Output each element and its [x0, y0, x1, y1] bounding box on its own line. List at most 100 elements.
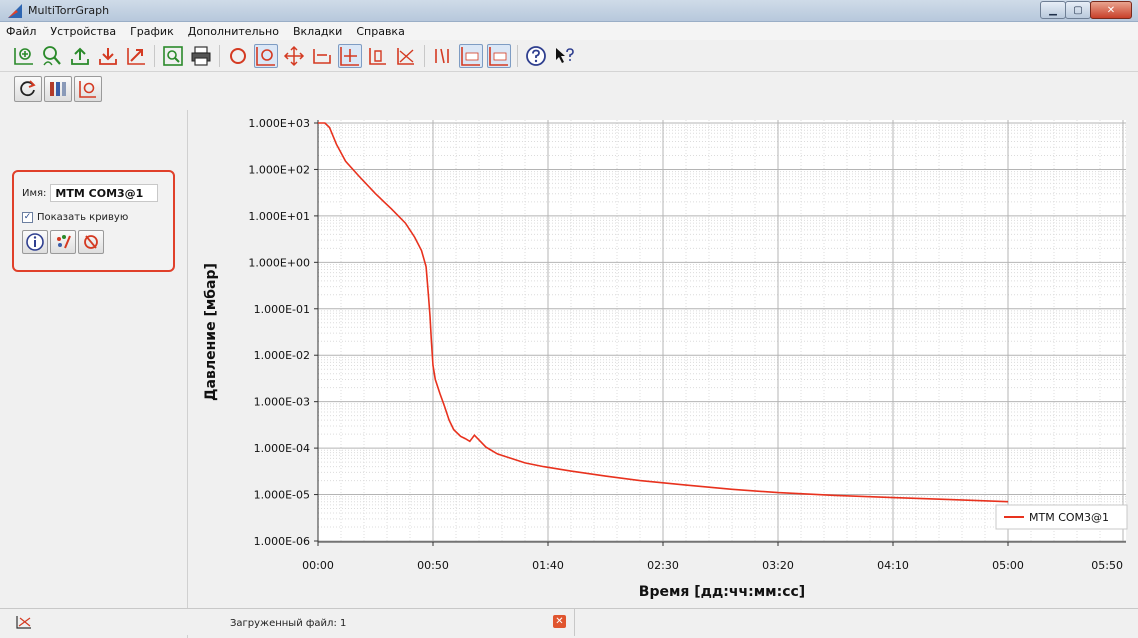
y-tick-label: 1.000E+00: [248, 256, 310, 269]
rel-icon: [461, 46, 480, 66]
curve-actions: [22, 230, 106, 254]
curve-properties-panel: Имя: MTM COM3@1 ✓ Показать кривую: [12, 170, 175, 272]
chart-tab-icon[interactable]: [16, 615, 32, 629]
app-logo-icon: [8, 4, 22, 18]
curve-name-label: Имя:: [22, 187, 47, 199]
plot-background: [318, 120, 1126, 542]
whats-this-icon: [556, 47, 574, 63]
whats-this-button[interactable]: [552, 44, 576, 68]
help-icon: [526, 45, 546, 66]
rel-button[interactable]: [459, 43, 483, 68]
help-button[interactable]: [524, 44, 548, 68]
color-table-icon: [50, 82, 66, 96]
y-tick-label: 1.000E+01: [248, 210, 310, 223]
show-curve-checkbox[interactable]: ✓: [22, 212, 33, 223]
curve-info-button[interactable]: [22, 230, 48, 254]
curve-zoom-button[interactable]: [74, 76, 102, 102]
zoom-box-button[interactable]: [254, 43, 278, 68]
zoom-page-button[interactable]: [161, 44, 185, 68]
pressure-chart[interactable]: 1.000E+03 1.000E+02 1.000E+01 1.000E+00 1.00…: [0, 0, 1138, 608]
close-file-button[interactable]: ✕: [553, 615, 566, 628]
title-bar: MultiTorrGraph ▁ ▢ ✕: [0, 0, 1138, 22]
y-tick-label: 1.000E-03: [254, 396, 310, 409]
chart-area: 1.000E+03 1.000E+02 1.000E+01 1.000E+00 1.00…: [190, 72, 1138, 608]
delta-icon: [435, 48, 449, 63]
fit-xy-icon: [340, 46, 359, 66]
color-table-button[interactable]: [44, 76, 72, 102]
zoom-box-icon: [79, 81, 96, 98]
loaded-file-status: Загруженный файл: 1: [230, 618, 347, 629]
toolbar-separator: [517, 44, 518, 67]
menu-help[interactable]: Справка: [356, 24, 405, 38]
fit-xy-button[interactable]: [338, 43, 362, 68]
toolbar-separator: [154, 44, 155, 67]
series-line: [318, 122, 1009, 503]
menu-extra[interactable]: Дополнительно: [187, 24, 279, 38]
y-tick-label: 1.000E-06: [254, 535, 310, 548]
export-button[interactable]: [124, 44, 148, 68]
y-tick-label: 1.000E-04: [254, 442, 310, 455]
show-curve-row: ✓ Показать кривую: [22, 212, 128, 223]
curve-search-icon: [43, 45, 61, 65]
x-tick-label: 04:10: [877, 559, 909, 572]
curve-name-row: Имя: MTM COM3@1: [22, 184, 159, 202]
pan-icon: [283, 45, 305, 66]
log-button[interactable]: [487, 43, 511, 68]
y-tick-label: 1.000E+03: [248, 117, 310, 130]
y-tick-label: 1.000E-02: [254, 349, 310, 362]
zoom-box-icon: [256, 46, 275, 66]
window-title: MultiTorrGraph: [28, 4, 110, 17]
x-tick-label: 02:30: [647, 559, 679, 572]
menu-tabs[interactable]: Вкладки: [292, 24, 343, 38]
close-button[interactable]: ✕: [1090, 1, 1132, 19]
export-icon: [127, 47, 145, 65]
info-icon: [26, 233, 44, 251]
x-tick-label: 00:50: [417, 559, 449, 572]
cursor-icon: [369, 47, 386, 65]
refresh-icon: [20, 80, 36, 97]
status-bar: Загруженный файл: 1 ✕: [0, 608, 1138, 636]
log-icon: [489, 46, 508, 66]
delta-button[interactable]: [431, 44, 455, 68]
color-icon: [57, 235, 71, 249]
menu-graph[interactable]: График: [130, 24, 174, 38]
curve-search-button[interactable]: [40, 44, 64, 68]
curve-color-button[interactable]: [50, 230, 76, 254]
minimize-button[interactable]: ▁: [1040, 1, 1066, 19]
fit-x-icon: [313, 48, 331, 64]
download-icon: [99, 47, 117, 65]
curve-delete-button[interactable]: [78, 230, 104, 254]
maximize-button[interactable]: ▢: [1065, 1, 1091, 19]
x-tick-label: 01:40: [532, 559, 564, 572]
x-axis-label: Время [дд:чч:мм:сс]: [639, 584, 805, 600]
upload-button[interactable]: [68, 44, 92, 68]
menu-devices[interactable]: Устройства: [50, 24, 117, 38]
window-controls: ▁ ▢ ✕: [1040, 1, 1132, 20]
add-curve-icon: [14, 47, 33, 65]
toolbar-separator: [219, 44, 220, 67]
fit-x-button[interactable]: [310, 44, 334, 68]
zoom-page-icon: [163, 45, 183, 66]
y-axis-label: Давление [мбар]: [203, 263, 219, 401]
zoom-icon: [230, 47, 246, 64]
zoom-button[interactable]: [226, 44, 250, 68]
y-tick-label: 1.000E+02: [248, 163, 310, 176]
print-button[interactable]: [189, 44, 213, 68]
status-divider: [574, 609, 575, 636]
pan-button[interactable]: [282, 44, 306, 68]
upload-icon: [71, 47, 89, 65]
menu-file[interactable]: Файл: [6, 24, 37, 38]
add-curve-button[interactable]: [12, 44, 36, 68]
delete-curve-icon: [84, 235, 98, 249]
measure-button[interactable]: [394, 44, 418, 68]
cursor-button[interactable]: [366, 44, 390, 68]
curve-name-field[interactable]: MTM COM3@1: [50, 184, 159, 202]
toolbar: [0, 40, 1138, 72]
curve-list-panel: Имя: MTM COM3@1 ✓ Показать кривую: [0, 72, 188, 638]
download-button[interactable]: [96, 44, 120, 68]
refresh-button[interactable]: [14, 76, 42, 102]
show-curve-label: Показать кривую: [37, 212, 129, 223]
y-tick-label: 1.000E-01: [254, 303, 310, 316]
legend-label: MTM COM3@1: [1029, 511, 1109, 524]
print-icon: [191, 45, 211, 66]
